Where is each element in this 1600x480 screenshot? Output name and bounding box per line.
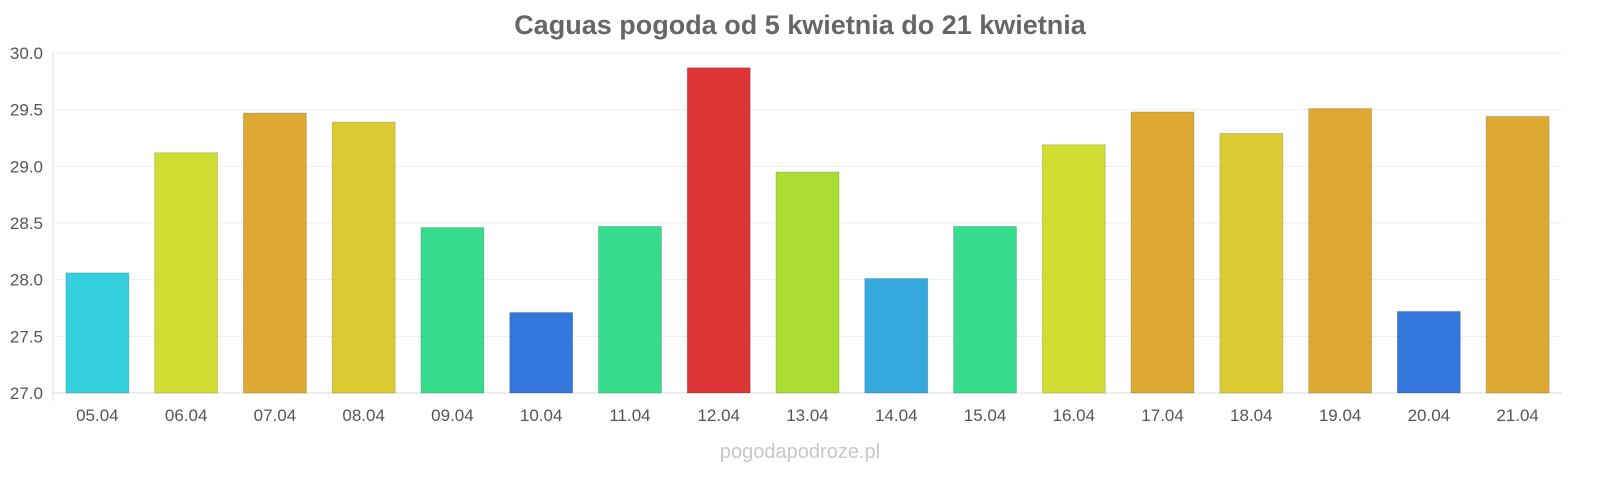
bar-05.04 — [65, 272, 130, 394]
x-tick-label: 16.04 — [1053, 406, 1096, 425]
watermark: pogodapodroze.pl — [719, 441, 881, 463]
bar-09.04 — [420, 227, 485, 394]
y-tick-label: 28.5 — [10, 214, 43, 233]
x-tick-label: 13.04 — [786, 406, 829, 425]
y-tick-label: 27.0 — [10, 384, 43, 403]
bar-16.04 — [1041, 144, 1106, 394]
y-tick-label: 30.0 — [10, 44, 43, 63]
x-tick-label: 09.04 — [431, 406, 474, 425]
bar-17.04 — [1130, 111, 1195, 394]
bar-18.04 — [1219, 132, 1284, 394]
x-tick-label: 06.04 — [165, 406, 208, 425]
y-tick-label: 28.0 — [10, 271, 43, 290]
chart-title: Caguas pogoda od 5 kwietnia do 21 kwietn… — [514, 10, 1086, 40]
bar-13.04 — [775, 171, 840, 394]
x-tick-label: 15.04 — [964, 406, 1007, 425]
bar-14.04 — [864, 278, 929, 394]
bar-06.04 — [154, 152, 219, 394]
bar-08.04 — [331, 121, 396, 394]
bar-20.04 — [1396, 310, 1461, 394]
x-tick-label: 20.04 — [1408, 406, 1451, 425]
x-tick-label: 07.04 — [254, 406, 297, 425]
bar-10.04 — [509, 312, 574, 394]
bar-21.04 — [1485, 115, 1550, 394]
y-tick-label: 29.5 — [10, 101, 43, 120]
x-tick-label: 08.04 — [342, 406, 385, 425]
bar-15.04 — [953, 225, 1018, 394]
x-tick-label: 18.04 — [1230, 406, 1273, 425]
x-tick-label: 05.04 — [76, 406, 119, 425]
x-tick-label: 17.04 — [1141, 406, 1184, 425]
y-tick-label: 27.5 — [10, 327, 43, 346]
x-tick-label: 11.04 — [609, 406, 650, 425]
y-tick-label: 29.0 — [10, 157, 43, 176]
bar-07.04 — [242, 112, 307, 394]
x-tick-label: 14.04 — [875, 406, 918, 425]
bar-11.04 — [597, 225, 662, 394]
bar-12.04 — [686, 67, 751, 394]
x-tick-label: 12.04 — [697, 406, 740, 425]
bar-19.04 — [1308, 108, 1373, 394]
x-tick-label: 21.04 — [1496, 406, 1539, 425]
x-tick-label: 19.04 — [1319, 406, 1362, 425]
x-tick-label: 10.04 — [520, 406, 563, 425]
